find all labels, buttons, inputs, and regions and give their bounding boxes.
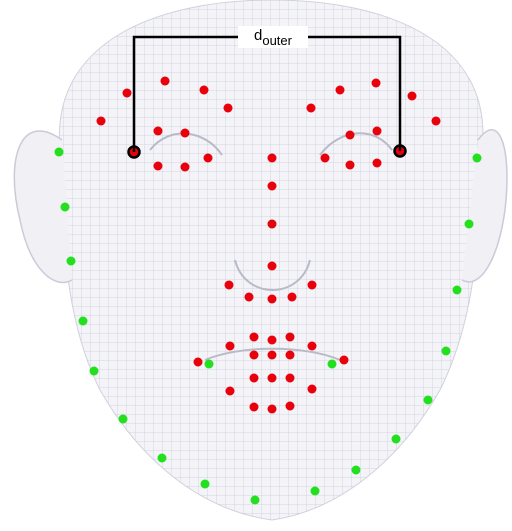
contour-landmark [119, 415, 128, 424]
inner-landmark [286, 374, 295, 383]
inner-landmark [154, 127, 163, 136]
inner-landmark [250, 374, 259, 383]
inner-landmark [432, 117, 441, 126]
inner-landmark [226, 387, 235, 396]
inner-landmark [288, 293, 297, 302]
inner-landmark [200, 86, 209, 95]
contour-landmark [453, 286, 462, 295]
inner-landmark [97, 117, 106, 126]
inner-landmark [245, 293, 254, 302]
inner-landmark [204, 154, 213, 163]
inner-landmark [226, 342, 235, 351]
contour-landmark [442, 347, 451, 356]
contour-landmark [424, 396, 433, 405]
inner-landmark [340, 356, 349, 365]
inner-landmark [286, 402, 295, 411]
contour-landmark [352, 466, 361, 475]
inner-landmark [250, 403, 259, 412]
contour-landmark [465, 220, 474, 229]
inner-landmark [268, 262, 277, 271]
inner-landmark [194, 358, 203, 367]
inner-landmark [373, 159, 382, 168]
inner-landmark [268, 295, 277, 304]
inner-landmark [268, 374, 277, 383]
inner-landmark [308, 385, 317, 394]
inner-landmark [286, 351, 295, 360]
contour-landmark [61, 203, 70, 212]
inner-landmark [250, 351, 259, 360]
contour-landmark [67, 257, 76, 266]
inner-landmark [373, 127, 382, 136]
face-mesh [0, 0, 512, 531]
contour-landmark [201, 480, 210, 489]
inner-landmark [224, 104, 233, 113]
inner-landmark [181, 163, 190, 172]
inner-landmark [154, 162, 163, 171]
inner-landmark [123, 89, 132, 98]
contour-landmark [158, 454, 167, 463]
inner-landmark [268, 220, 277, 229]
inner-landmark [336, 86, 345, 95]
inner-landmark [346, 161, 355, 170]
inner-landmark [308, 281, 317, 290]
inner-landmark [161, 77, 170, 86]
contour-landmark [328, 360, 337, 369]
label-subscript: outer [262, 33, 292, 48]
inner-landmark [408, 92, 417, 101]
contour-landmark [90, 367, 99, 376]
inner-landmark [268, 405, 277, 414]
contour-landmark [473, 154, 482, 163]
contour-landmark [205, 360, 214, 369]
inner-landmark [225, 281, 234, 290]
contour-landmark [311, 487, 320, 496]
contour-landmark [251, 496, 260, 505]
inner-landmark [321, 154, 330, 163]
inner-landmark [308, 342, 317, 351]
contour-landmark [55, 148, 64, 157]
inner-landmark [286, 333, 295, 342]
inner-landmark [250, 333, 259, 342]
contour-landmark [79, 317, 88, 326]
face-diagram: douter [0, 0, 512, 531]
contour-landmark [392, 435, 401, 444]
inner-landmark [268, 351, 277, 360]
inner-landmark [372, 79, 381, 88]
inner-landmark [268, 336, 277, 345]
inner-landmark [268, 154, 277, 163]
inner-landmark [181, 129, 190, 138]
inner-landmark [307, 104, 316, 113]
inner-landmark [346, 131, 355, 140]
label-main: d [254, 27, 262, 44]
inner-landmark [268, 182, 277, 191]
